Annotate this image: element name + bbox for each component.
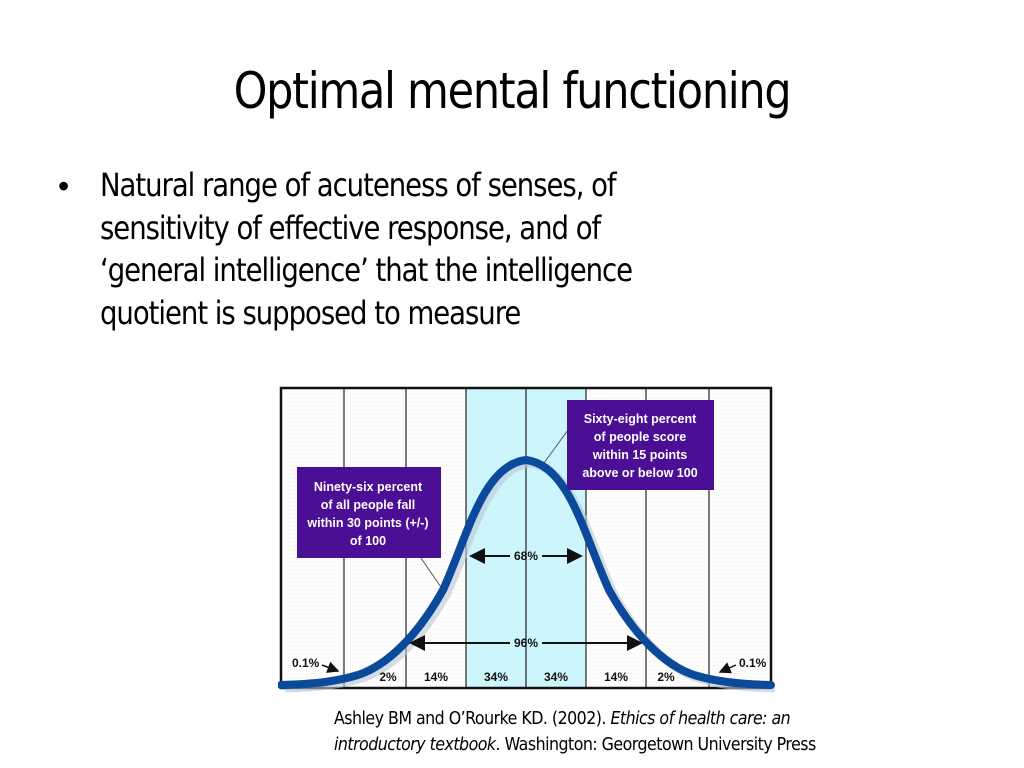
citation-line-2: introductory textbook. Washington: Georg… <box>334 732 1024 758</box>
citation: Ashley BM and O’Rourke KD. (2002). Ethic… <box>334 706 1024 758</box>
bullet-line: sensitivity of effective response, and o… <box>100 208 601 247</box>
bullet-line: ‘general intelligence’ that the intellig… <box>100 251 633 289</box>
span-68: 68% <box>469 548 583 564</box>
citation-authors: Ashley BM and O’Rourke KD. (2002). <box>334 708 611 729</box>
bullet-item: Natural range of acuteness of senses, of… <box>100 164 908 334</box>
right-leader-line <box>543 429 569 464</box>
left-callout: Ninety-six percent of all people fall wi… <box>297 467 441 558</box>
citation-title-part2: introductory textbook <box>334 734 496 755</box>
bell-curve <box>278 455 775 689</box>
svg-text:within 15 points: within 15 points <box>592 448 687 462</box>
svg-text:96%: 96% <box>514 636 538 650</box>
svg-text:within 30 points (+/-): within 30 points (+/-) <box>306 516 428 530</box>
right-callout: Sixty-eight percent of people score with… <box>567 400 714 490</box>
svg-text:68%: 68% <box>514 549 538 563</box>
svg-text:2%: 2% <box>379 670 397 684</box>
citation-title-part1: Ethics of health care: an <box>610 708 791 729</box>
bullet-dot-icon: • <box>58 168 70 204</box>
bell-curve-chart: 68% 96% 0.1% 2% 14% 34% 34% 14% 2% 0.1% … <box>278 385 778 695</box>
svg-text:above or below 100: above or below 100 <box>582 466 697 480</box>
citation-line-1: Ashley BM and O’Rourke KD. (2002). Ethic… <box>334 706 1024 732</box>
bullet-line: quotient is supposed to measure <box>100 293 521 332</box>
svg-text:2%: 2% <box>657 670 675 684</box>
citation-publisher: . Washington: Georgetown University Pres… <box>495 734 817 755</box>
svg-text:of people score: of people score <box>594 430 686 444</box>
slide-title: Optimal mental functioning <box>233 62 792 120</box>
chart-frame <box>279 386 773 690</box>
svg-text:Ninety-six percent: Ninety-six percent <box>314 480 423 494</box>
svg-text:of 100: of 100 <box>350 534 386 548</box>
bullet-line: Natural range of acuteness of senses, of <box>100 166 617 204</box>
segment-labels: 0.1% 2% 14% 34% 34% 14% 2% 0.1% <box>292 656 767 684</box>
svg-text:of all people fall: of all people fall <box>321 498 415 512</box>
svg-text:0.1%: 0.1% <box>292 656 320 670</box>
svg-text:Sixty-eight percent: Sixty-eight percent <box>584 412 697 426</box>
svg-text:14%: 14% <box>424 670 448 684</box>
svg-text:34%: 34% <box>544 670 568 684</box>
svg-text:0.1%: 0.1% <box>739 656 767 670</box>
svg-text:14%: 14% <box>604 670 628 684</box>
svg-text:34%: 34% <box>484 670 508 684</box>
span-96: 96% <box>409 635 643 651</box>
